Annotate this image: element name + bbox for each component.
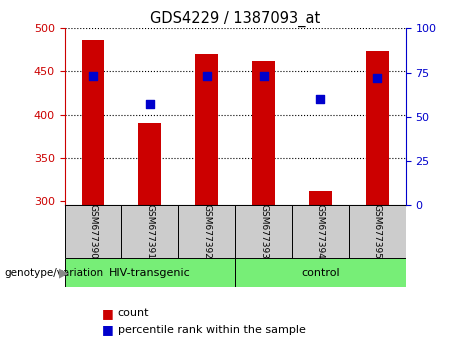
Text: percentile rank within the sample: percentile rank within the sample	[118, 325, 306, 335]
Text: count: count	[118, 308, 149, 318]
Bar	[235, 205, 292, 258]
Text: GSM677394: GSM677394	[316, 204, 325, 259]
Text: HIV-transgenic: HIV-transgenic	[109, 268, 191, 278]
Text: GSM677395: GSM677395	[373, 204, 382, 259]
Bar	[366, 51, 389, 205]
Bar	[65, 258, 235, 287]
Text: control: control	[301, 268, 340, 278]
Bar	[349, 205, 406, 258]
Text: GSM677390: GSM677390	[89, 204, 97, 259]
Text: ▶: ▶	[59, 267, 69, 280]
Point	[203, 73, 210, 79]
Bar	[178, 205, 235, 258]
Title: GDS4229 / 1387093_at: GDS4229 / 1387093_at	[150, 11, 320, 27]
Text: GSM677391: GSM677391	[145, 204, 154, 259]
Bar	[121, 205, 178, 258]
Bar	[252, 61, 275, 205]
Bar	[82, 40, 104, 205]
Point	[89, 73, 97, 79]
Bar	[309, 191, 332, 205]
Text: genotype/variation: genotype/variation	[5, 268, 104, 278]
Point	[146, 102, 154, 107]
Bar	[138, 123, 161, 205]
Bar	[195, 54, 218, 205]
Bar	[235, 258, 406, 287]
Text: GSM677392: GSM677392	[202, 204, 211, 259]
Point	[260, 73, 267, 79]
Point	[373, 75, 381, 81]
Text: GSM677393: GSM677393	[259, 204, 268, 259]
Bar	[292, 205, 349, 258]
Text: ■: ■	[101, 324, 113, 336]
Point	[317, 96, 324, 102]
Text: ■: ■	[101, 307, 113, 320]
Bar	[65, 205, 121, 258]
